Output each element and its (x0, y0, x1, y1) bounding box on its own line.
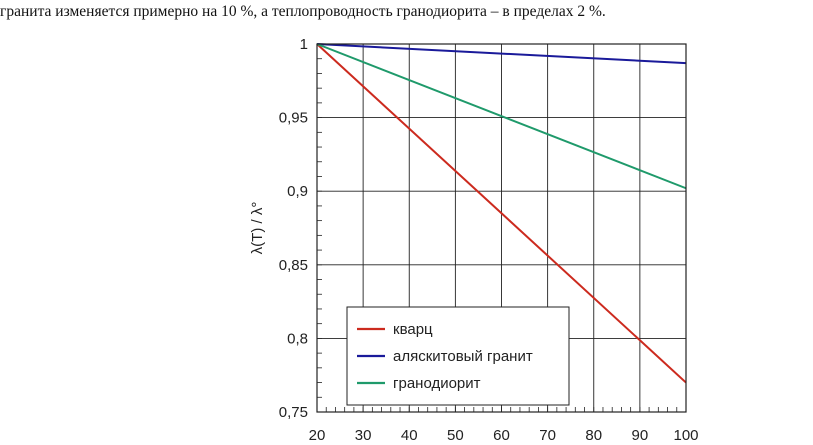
x-tick-label: 60 (493, 427, 510, 444)
x-tick-label: 20 (309, 427, 326, 444)
y-axis-label: λ(T) / λ° (249, 202, 266, 255)
y-tick-label: 0,95 (279, 110, 308, 127)
legend: кварц аляскитовый гранит гранодиорит (346, 306, 570, 406)
legend-label-2: аляскитовый гранит (393, 348, 533, 365)
document-text-line: гранита изменяется примерно на 10 %, а т… (0, 3, 606, 20)
series-lines (316, 43, 687, 384)
y-tick-label: 1 (300, 36, 308, 53)
x-tick-label: 40 (401, 427, 418, 444)
y-tick-label: 0,9 (287, 183, 308, 200)
x-tick-label: 50 (447, 427, 464, 444)
series-line-2 (316, 43, 687, 65)
minor-ticks (316, 43, 687, 413)
x-tick-label: 70 (539, 427, 556, 444)
x-tick-label: 100 (673, 427, 698, 444)
x-tick-label: 80 (585, 427, 602, 444)
x-tick-labels: 20 30 40 50 60 70 80 90 100 (309, 427, 699, 444)
y-tick-label: 0,8 (287, 330, 308, 347)
x-tick-label: 30 (355, 427, 372, 444)
y-tick-label: 0,75 (279, 404, 308, 421)
legend-label-3: гранодиорит (393, 375, 481, 392)
x-tick-label: 90 (632, 427, 649, 444)
series-line-1 (316, 43, 687, 384)
series-line-3 (316, 43, 687, 190)
legend-label-1: кварц (393, 321, 433, 338)
y-tick-label: 0,85 (279, 257, 308, 274)
y-tick-labels: 0,75 0,8 0,85 0,9 0,95 1 (279, 36, 308, 421)
